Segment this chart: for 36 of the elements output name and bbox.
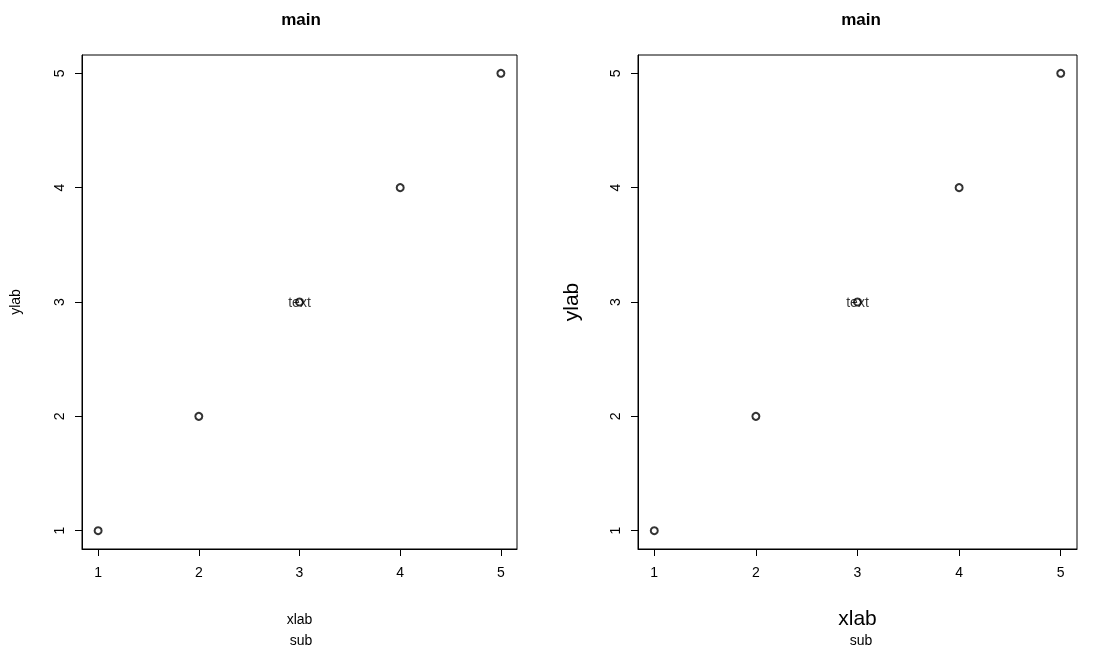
y-tick-label: 1: [607, 526, 623, 535]
y-tick-label: 2: [51, 412, 67, 421]
chart-title: main: [281, 10, 321, 29]
y-tick-label: 4: [51, 183, 67, 192]
x-tick-label: 2: [751, 564, 760, 580]
x-axis-title: xlab: [838, 606, 877, 629]
y-axis-title: ylab: [559, 282, 582, 322]
y-tick-label: 1: [51, 526, 67, 535]
x-tick-label: 4: [955, 564, 964, 580]
x-tick-label: 1: [650, 564, 659, 580]
x-tick-label: 5: [1056, 564, 1065, 580]
point: [496, 68, 506, 78]
y-tick-label: 3: [51, 297, 67, 306]
x-tick-label: 1: [94, 564, 103, 580]
x-tick-label: 4: [396, 564, 405, 580]
y-axis-title: ylab: [7, 288, 23, 315]
point: [954, 183, 964, 193]
point: [93, 526, 103, 536]
y-tick-label: 5: [607, 69, 623, 78]
text: sub: [289, 632, 313, 645]
x-tick-label: 5: [496, 564, 505, 580]
point: [751, 411, 761, 421]
point: [395, 183, 405, 193]
y-tick-label: 2: [607, 412, 623, 421]
point: [1056, 68, 1066, 78]
text: sub: [849, 632, 873, 645]
y-tick-label: 5: [51, 69, 67, 78]
y-tick-label: 3: [607, 297, 623, 306]
point: [194, 411, 204, 421]
x-tick-label: 3: [853, 564, 862, 580]
chart-title: main: [841, 10, 881, 29]
y-tick-label: 4: [607, 183, 623, 192]
point: [649, 526, 659, 536]
x-tick-label: 2: [194, 564, 203, 580]
x-axis-title: xlab: [286, 611, 313, 627]
x-tick-label: 3: [295, 564, 304, 580]
